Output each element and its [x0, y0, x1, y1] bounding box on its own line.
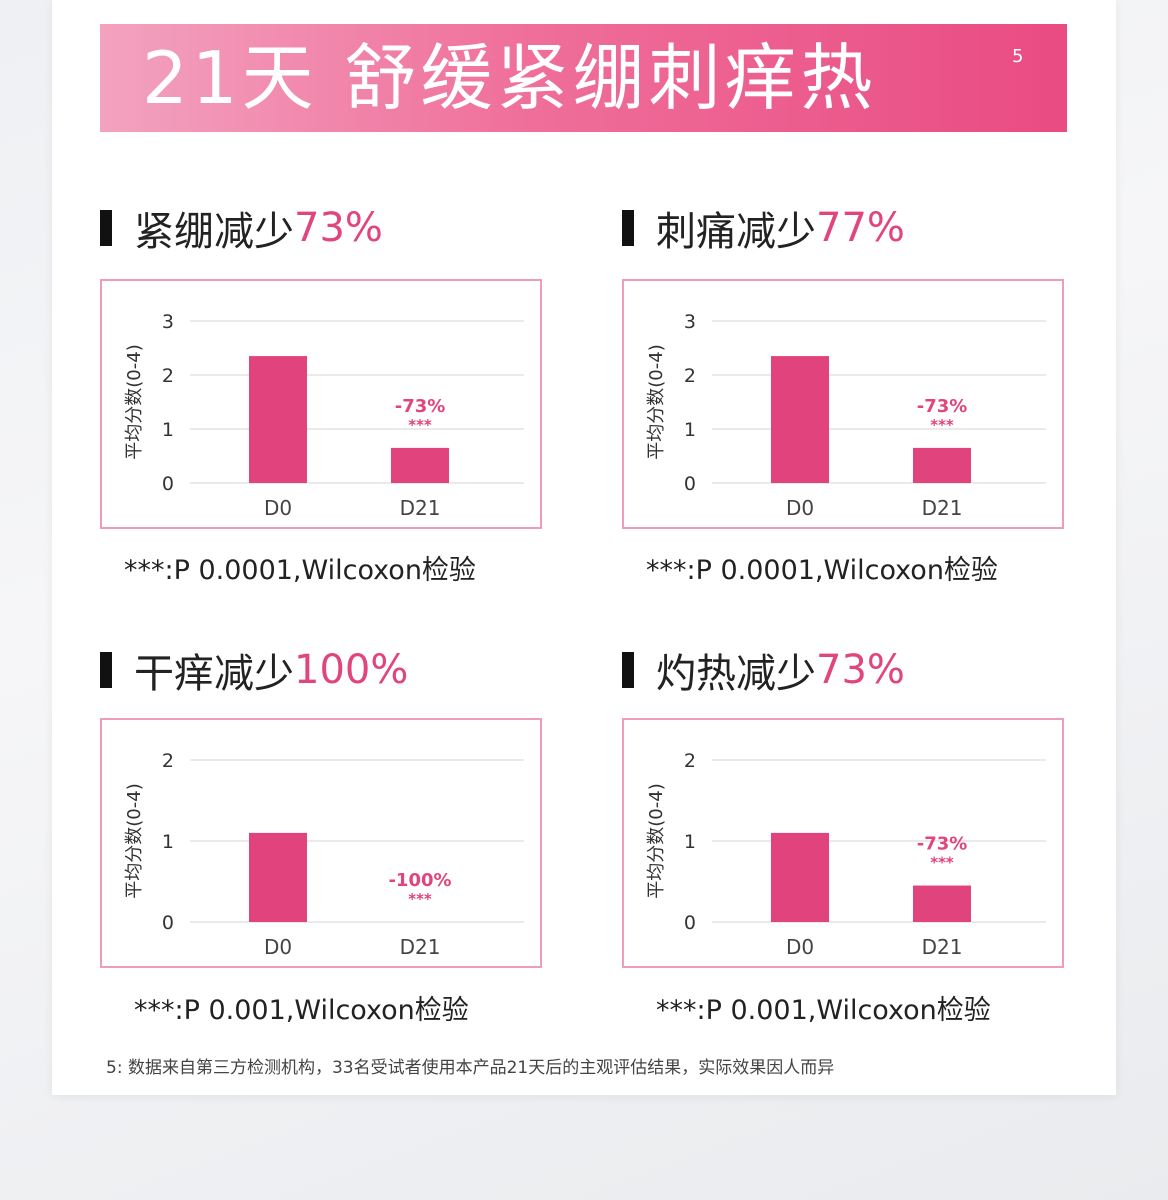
chart-svg: 0 1 2 平均分数(0-4) D0 D21 -100%*** — [124, 750, 524, 959]
panel-title: 灼热减少 — [656, 651, 816, 697]
y-tick-label: 1 — [684, 831, 696, 853]
x-tick-label: D21 — [922, 935, 963, 959]
y-axis-label: 平均分数(0-4) — [646, 344, 667, 459]
chart-stinging: 0 1 2 3 平均分数(0-4) D0 D21 -73% *** — [622, 279, 1064, 529]
panel-heading-tightness: 紧绷减少 73% — [100, 203, 383, 255]
panel-percent: 73% — [294, 205, 383, 251]
y-axis-label: 平均分数(0-4) — [124, 344, 145, 459]
chart-tightness: 0 1 2 3 平均分数(0-4) D0 D21 -73% *** — [100, 279, 542, 529]
significance-stars: *** — [408, 416, 432, 434]
y-tick-label: 0 — [684, 912, 696, 934]
x-tick-label: D21 — [400, 496, 441, 520]
y-tick-label: 2 — [162, 750, 174, 772]
bar-d0 — [771, 356, 829, 483]
significance-stars: *** — [930, 416, 954, 434]
y-tick-label: 0 — [162, 473, 174, 495]
panel-percent: 77% — [816, 205, 905, 251]
x-tick-label: D0 — [786, 496, 814, 520]
heading-marker — [100, 652, 112, 688]
x-tick-label: D0 — [786, 935, 814, 959]
x-tick-label: D0 — [264, 935, 292, 959]
reduction-label: -73% — [917, 396, 968, 417]
panel-heading-burning: 灼热减少 73% — [622, 645, 905, 697]
bar-d0 — [771, 832, 829, 922]
y-tick-label: 3 — [684, 311, 696, 333]
bar-d21 — [913, 885, 971, 922]
panel-percent: 100% — [294, 647, 409, 693]
chart-svg: 0 1 2 平均分数(0-4) D0 D21 -73%*** — [646, 750, 1046, 959]
y-tick-label: 3 — [162, 311, 174, 333]
bar-d0 — [249, 832, 307, 922]
panel-title: 紧绷减少 — [134, 209, 294, 255]
chart-burning: 0 1 2 平均分数(0-4) D0 D21 -73% *** — [622, 718, 1064, 968]
heading-marker — [622, 210, 634, 246]
heading-marker — [100, 210, 112, 246]
heading-marker — [622, 652, 634, 688]
panel-heading-stinging: 刺痛减少 77% — [622, 203, 905, 255]
y-tick-label: 2 — [162, 365, 174, 387]
panel-footnote: ***:P 0.001,Wilcoxon检验 — [134, 995, 469, 1026]
bar-d21 — [913, 447, 971, 483]
chart-dry-itch: 0 1 2 平均分数(0-4) D0 D21 -100% *** — [100, 718, 542, 968]
y-tick-label: 1 — [162, 419, 174, 441]
y-tick-label: 2 — [684, 750, 696, 772]
y-tick-label: 0 — [162, 912, 174, 934]
banner-superscript: 5 — [1012, 46, 1024, 67]
x-tick-label: D21 — [922, 496, 963, 520]
chart-svg: 0 1 2 3 平均分数(0-4) D0 D21 -73%*** — [646, 311, 1046, 520]
panel-title: 刺痛减少 — [656, 209, 816, 255]
y-axis-label: 平均分数(0-4) — [124, 783, 145, 898]
panel-footnote: ***:P 0.001,Wilcoxon检验 — [656, 995, 991, 1026]
x-tick-label: D21 — [400, 935, 441, 959]
y-tick-label: 1 — [162, 831, 174, 853]
source-note: 5: 数据来自第三方检测机构，33名受试者使用本产品21天后的主观评估结果，实际… — [106, 1058, 835, 1078]
panel-footnote: ***:P 0.0001,Wilcoxon检验 — [124, 555, 476, 586]
x-tick-label: D0 — [264, 496, 292, 520]
reduction-label: -73% — [395, 396, 446, 417]
y-tick-label: 0 — [684, 473, 696, 495]
significance-stars: *** — [930, 854, 954, 872]
bar-d21 — [391, 447, 449, 483]
panel-heading-dry-itch: 干痒减少 100% — [100, 645, 409, 697]
chart-svg: 0 1 2 3 平均分数(0-4) D0 D21 -73%*** — [124, 311, 524, 520]
y-tick-label: 2 — [684, 365, 696, 387]
significance-stars: *** — [408, 890, 432, 908]
y-tick-label: 1 — [684, 419, 696, 441]
title-banner: 21天 舒缓紧绷刺痒热 5 — [100, 24, 1067, 132]
reduction-label: -100% — [388, 870, 451, 891]
bar-d0 — [249, 356, 307, 483]
reduction-label: -73% — [917, 834, 968, 855]
banner-title: 21天 舒缓紧绷刺痒热 — [142, 36, 877, 120]
panel-percent: 73% — [816, 647, 905, 693]
panel-footnote: ***:P 0.0001,Wilcoxon检验 — [646, 555, 998, 586]
y-axis-label: 平均分数(0-4) — [646, 783, 667, 898]
panel-title: 干痒减少 — [134, 651, 294, 697]
